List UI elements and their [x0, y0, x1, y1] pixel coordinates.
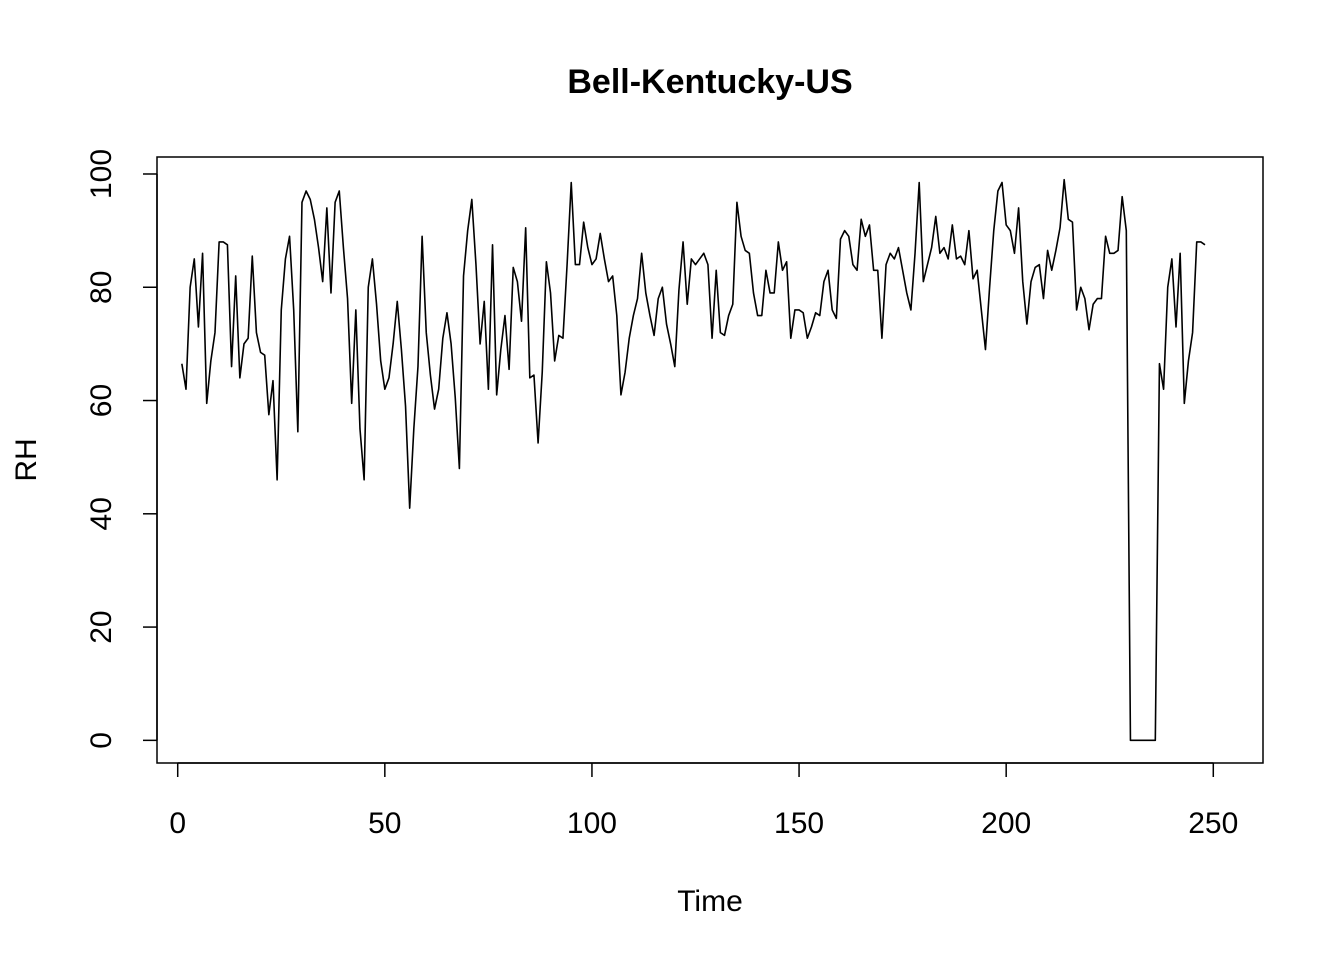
y-axis-label: RH: [10, 438, 43, 481]
plot-frame: [156, 156, 1264, 764]
x-tick-label: 200: [981, 807, 1031, 840]
x-axis-label: Time: [677, 885, 743, 918]
y-tick-label: 40: [85, 497, 118, 530]
x-tick-label: 50: [368, 807, 401, 840]
chart-title: Bell-Kentucky-US: [567, 63, 852, 101]
y-tick-label: 80: [85, 271, 118, 304]
y-axis: 0 20 40 60 80 100: [85, 149, 158, 749]
x-tick-label: 150: [774, 807, 824, 840]
y-tick-label: 0: [85, 732, 118, 749]
x-tick-label: 100: [567, 807, 617, 840]
y-tick-label: 100: [85, 149, 118, 199]
series-line: [181, 178, 1206, 742]
x-tick-label: 0: [169, 807, 186, 840]
x-tick-label: 250: [1188, 807, 1238, 840]
x-axis: 0 50 100 150 200 250: [169, 762, 1238, 840]
y-tick-label: 60: [85, 384, 118, 417]
y-tick-label: 20: [85, 610, 118, 643]
